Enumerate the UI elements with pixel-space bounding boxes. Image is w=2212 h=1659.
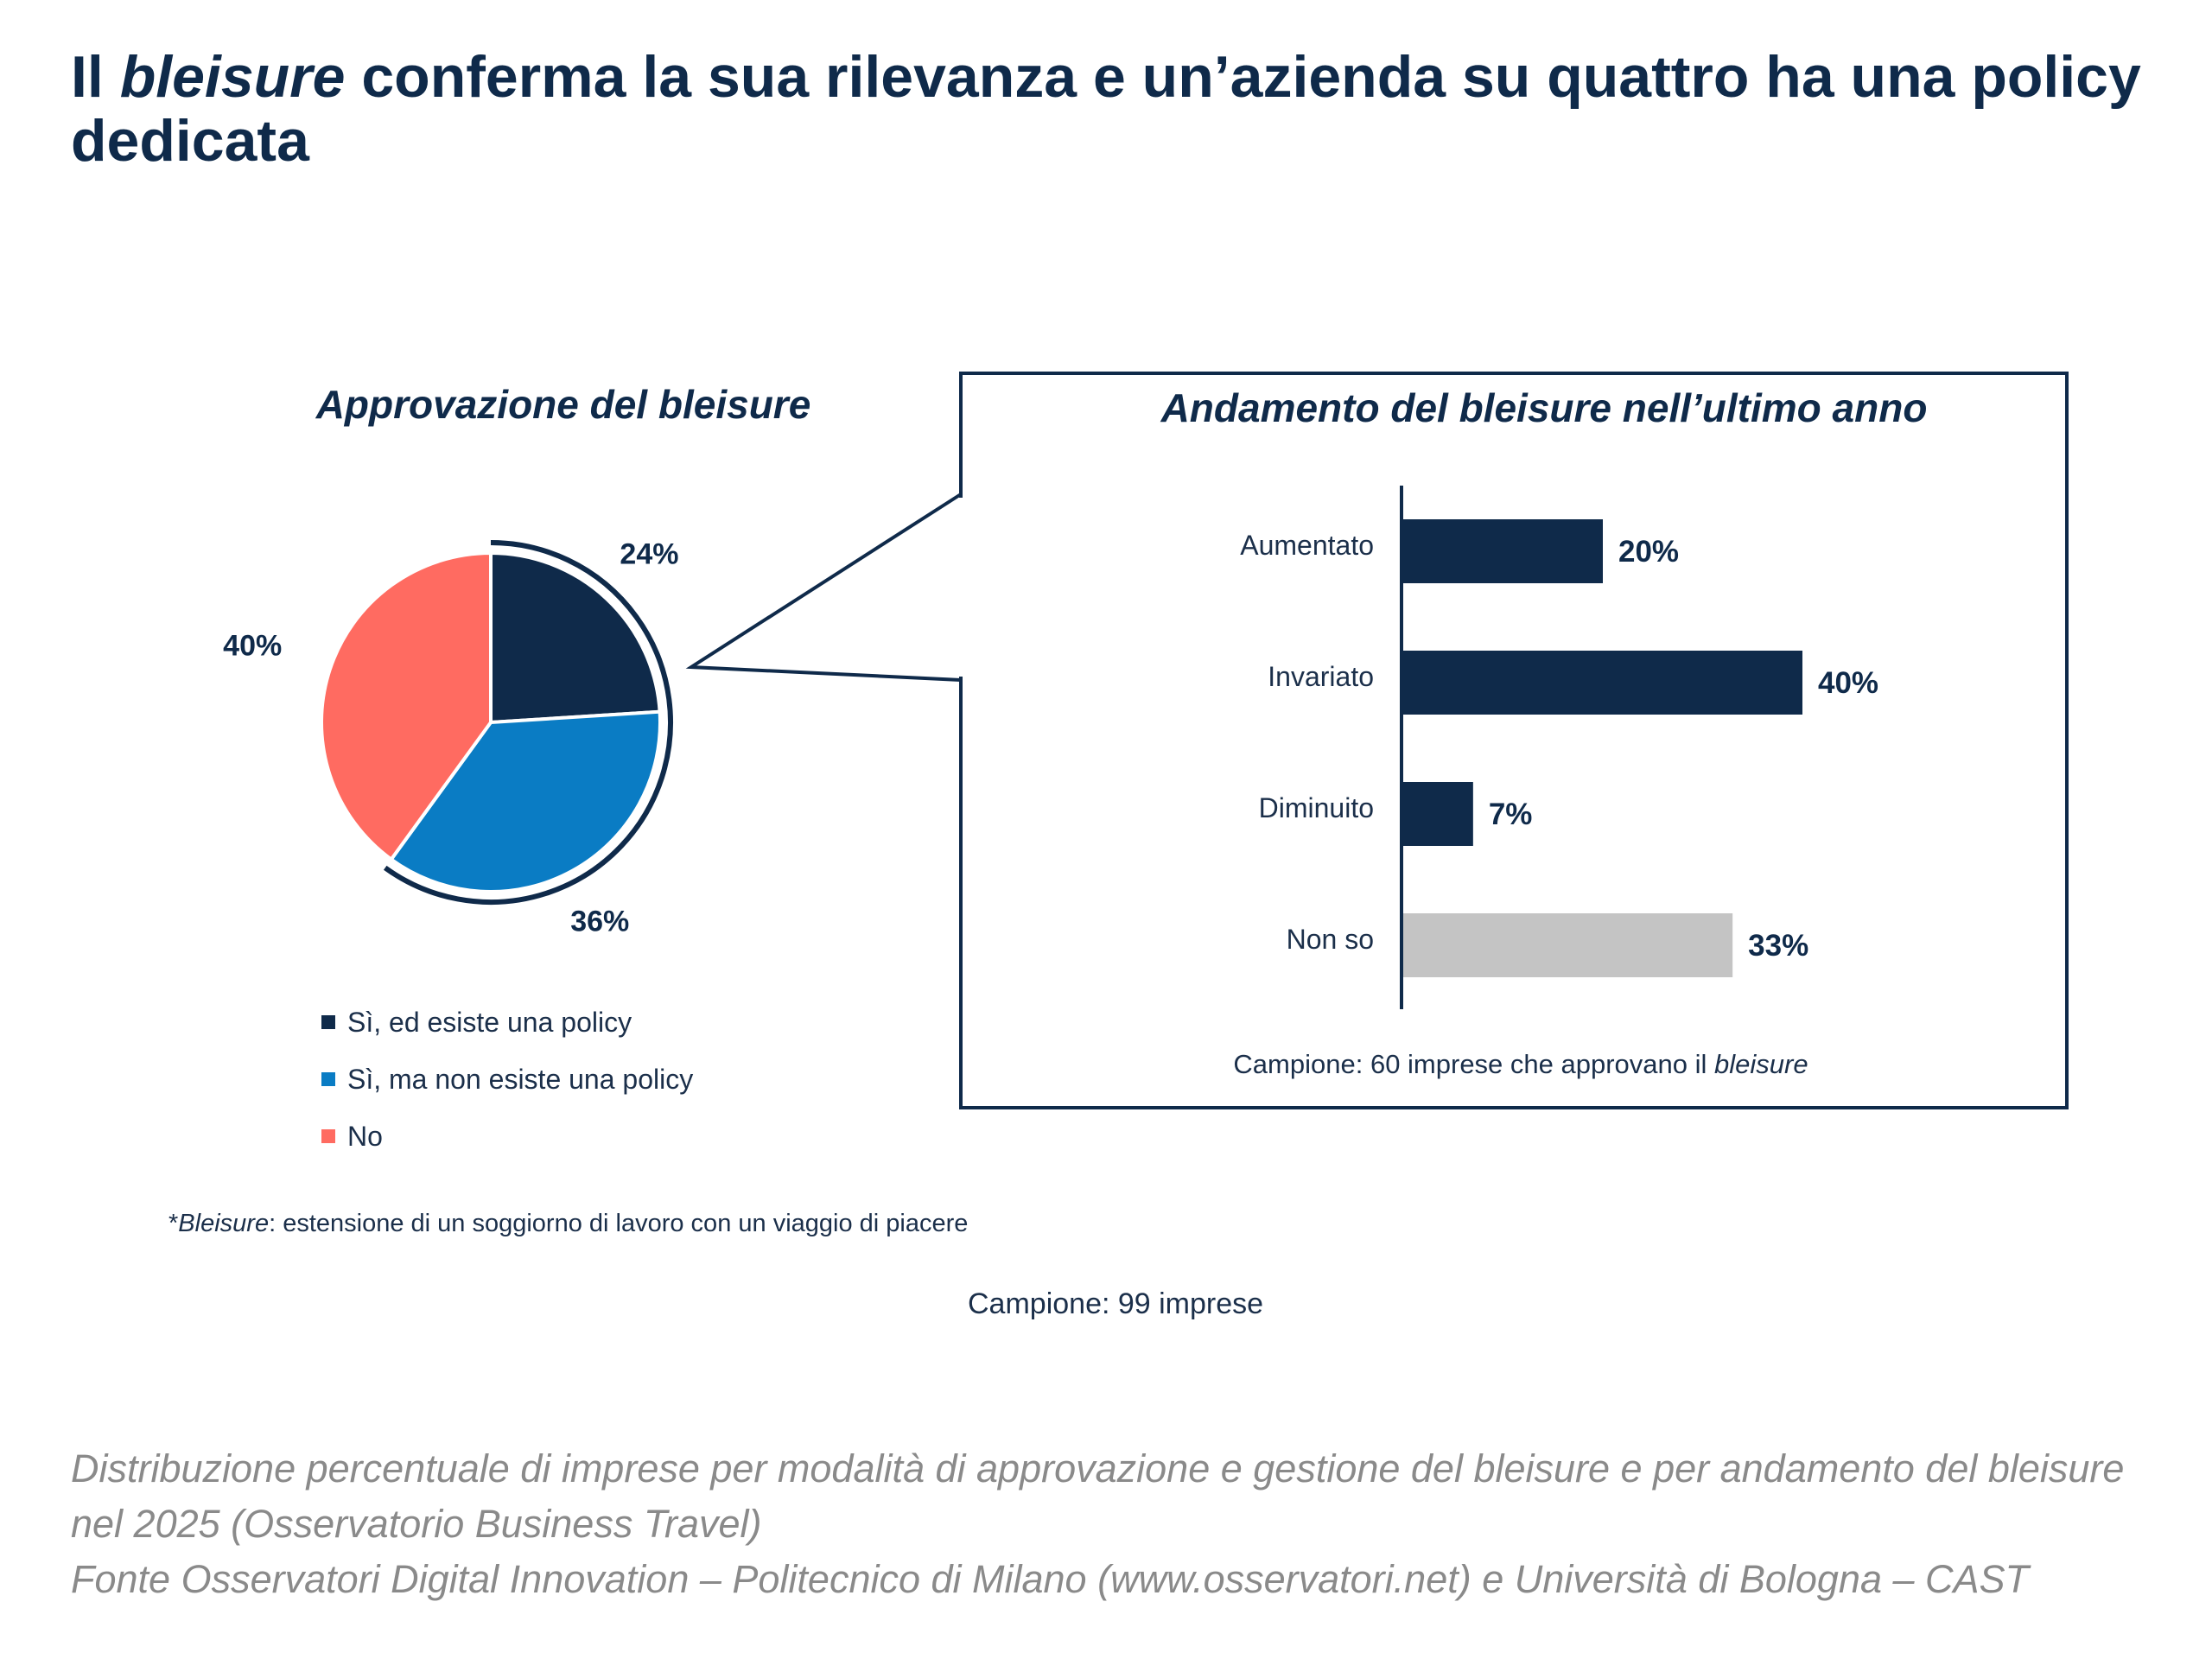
pie-legend: Sì, ed esiste una policy Sì, ma non esis… [321,994,693,1165]
legend-swatch-policy [321,1015,335,1029]
bar-value-1: 20% [1618,535,1679,569]
legend-label-no: No [347,1120,383,1152]
bar-value-4: 33% [1748,929,1808,963]
pie-slice-2 [388,709,662,893]
bar-category-4: Non so [1287,924,1374,955]
bar-category-3: Diminuito [1259,792,1374,823]
bar-4 [1403,913,1733,977]
bar-category-1: Aumentato [1240,530,1374,561]
pie-chart: 24% 36% 40% [223,538,678,938]
pie-title: Approvazione del bleisure [315,382,811,427]
callout-connector [685,493,963,682]
bar-category-2: Invariato [1268,661,1374,692]
bar-sample-prefix: Campione: 60 imprese che approvano il [1233,1049,1714,1079]
footnote-text: : estensione di un soggiorno di lavoro c… [269,1210,969,1237]
pie-slice-3 [320,550,493,862]
bar-2 [1403,651,1802,715]
pie-label-2: 36% [570,906,629,938]
title-italic: bleisure [119,44,346,110]
legend-item-no: No [321,1108,693,1165]
bar-sample-italic: bleisure [1714,1049,1808,1079]
page-title: Il bleisure conferma la sua rilevanza e … [71,45,2145,173]
caption-line2: Fonte Osservatori Digital Innovation – P… [71,1557,2030,1601]
footnote: *Bleisure: estensione di un soggiorno di… [168,1210,968,1238]
title-part2: conferma la sua rilevanza e un’azienda s… [71,44,2141,174]
title-part1: Il [71,44,120,110]
callout-box [959,372,2069,1109]
legend-label-policy: Sì, ed esiste una policy [347,1006,632,1038]
bar-value-3: 7% [1489,798,1533,831]
bar-1 [1403,519,1603,583]
legend-swatch-no [321,1129,335,1143]
legend-item-policy: Sì, ed esiste una policy [321,994,693,1051]
bar-3 [1403,782,1473,846]
footnote-italic: Bleisure [178,1210,270,1237]
bar-value-2: 40% [1818,666,1878,700]
bar-title: Andamento del bleisure nell’ultimo anno [1160,385,1928,430]
legend-swatch-no-policy [321,1072,335,1086]
pie-slice-1 [489,550,662,725]
pie-highlight-arc [383,540,673,905]
figure-caption: Distribuzione percentuale di imprese per… [71,1441,2179,1607]
legend-item-no-policy: Sì, ma non esiste una policy [321,1051,693,1108]
sample-note: Campione: 99 imprese [968,1287,1264,1320]
bar-chart: Aumentato 20% Invariato 40% Diminuito 7% Non s… [1240,519,1878,977]
pie-label-1: 24% [620,538,678,571]
pie-label-3: 40% [223,629,282,662]
chart-canvas: Approvazione del bleisure 24% 36% 40% Anda… [223,372,2069,1109]
footnote-prefix: * [168,1210,179,1237]
bar-sample-note: Campione: 60 imprese che approvano il bl… [1233,1049,1808,1079]
caption-line1: Distribuzione percentuale di imprese per… [71,1446,2125,1546]
legend-label-no-policy: Sì, ma non esiste una policy [347,1063,694,1095]
